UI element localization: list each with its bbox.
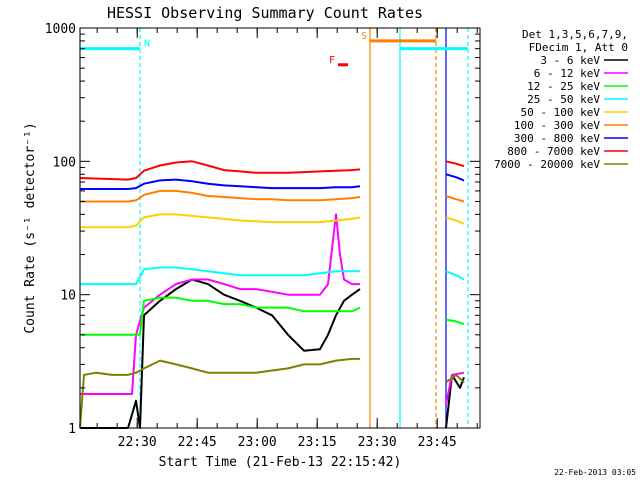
x-tick-label: 23:30: [358, 435, 397, 450]
series-line-300-800-kev-0: [80, 178, 361, 190]
marker-lines: [79, 28, 469, 428]
series-line-50-100-kev-0: [80, 213, 361, 229]
y-axis-label: Count Rate (s⁻¹ detector⁻¹): [23, 122, 38, 333]
y-tick-label: 1: [68, 422, 76, 437]
x-tick-label: 23:15: [298, 435, 337, 450]
legend-label-25-50-kev: 25 - 50 keV: [527, 93, 600, 106]
series-line-50-100-kev-1: [445, 216, 465, 225]
series-line-25-50-kev-0: [80, 266, 360, 286]
x-tick-label: 22:45: [178, 435, 217, 450]
x-axis-label: Start Time (21-Feb-13 22:15:42): [159, 455, 402, 470]
y-tick-label: 10: [60, 289, 76, 304]
flag-label-n: N: [144, 39, 150, 50]
legend-label-50-100-kev: 50 - 100 keV: [521, 106, 601, 119]
x-tick-label: 23:00: [238, 435, 277, 450]
series-line-800-7000-kev-1: [445, 160, 465, 168]
legend-label-800-7000-kev: 800 - 7000 keV: [507, 145, 600, 158]
series-line-3-6-kev-1: [445, 373, 465, 429]
legend-label-3-6-kev: 3 - 6 keV: [540, 54, 600, 67]
legend-label-12-25-kev: 12 - 25 keV: [527, 80, 600, 93]
y-tick-labels: 1 10 100 1000: [45, 22, 76, 437]
series-line-25-50-kev-1: [445, 270, 465, 281]
flag-label-s: S: [361, 31, 367, 42]
legend-label-7000-20000-kev: 7000 - 20000 keV: [494, 158, 600, 171]
series-line-6-12-kev-1: [445, 371, 465, 405]
legend: Det 1,3,5,6,7,9,FDecim 1, Att 03 - 6 keV…: [494, 28, 628, 171]
y-tick-label: 100: [53, 155, 76, 170]
chart-title: HESSI Observing Summary Count Rates: [107, 4, 423, 22]
y-tick-label: 1000: [45, 22, 76, 37]
x-tick-label: 22:30: [118, 435, 157, 450]
date-stamp: 22-Feb-2013 03:05: [554, 468, 636, 477]
series-line-300-800-kev-1: [445, 173, 465, 182]
flag-bars: N S F: [80, 31, 468, 67]
series-line-100-300-kev-1: [445, 195, 465, 203]
series-line-3-6-kev-0: [80, 278, 361, 429]
x-tick-label: 23:45: [418, 435, 457, 450]
flag-label-f: F: [329, 55, 335, 66]
plot-frame: [79, 27, 481, 429]
legend-label-100-300-kev: 100 - 300 keV: [514, 119, 600, 132]
legend-label-300-800-kev: 300 - 800 keV: [514, 132, 600, 145]
series-line-7000-20000-kev-0: [79, 357, 360, 429]
axes: [79, 27, 481, 429]
legend-header-1: FDecim 1, Att 0: [529, 41, 628, 54]
series-line-7000-20000-kev-1: [445, 373, 465, 384]
legend-label-6-12-kev: 6 - 12 keV: [534, 67, 601, 80]
series-line-800-7000-kev-0: [79, 160, 361, 181]
series-line-12-25-kev-0: [80, 296, 361, 336]
legend-header-0: Det 1,3,5,6,7,9,: [522, 28, 628, 41]
x-tick-labels: 22:30 22:45 23:00 23:15 23:30 23:45: [118, 435, 457, 450]
series-lines: [79, 160, 465, 429]
series-line-100-300-kev-0: [80, 189, 361, 203]
series-line-12-25-kev-1: [445, 318, 465, 326]
